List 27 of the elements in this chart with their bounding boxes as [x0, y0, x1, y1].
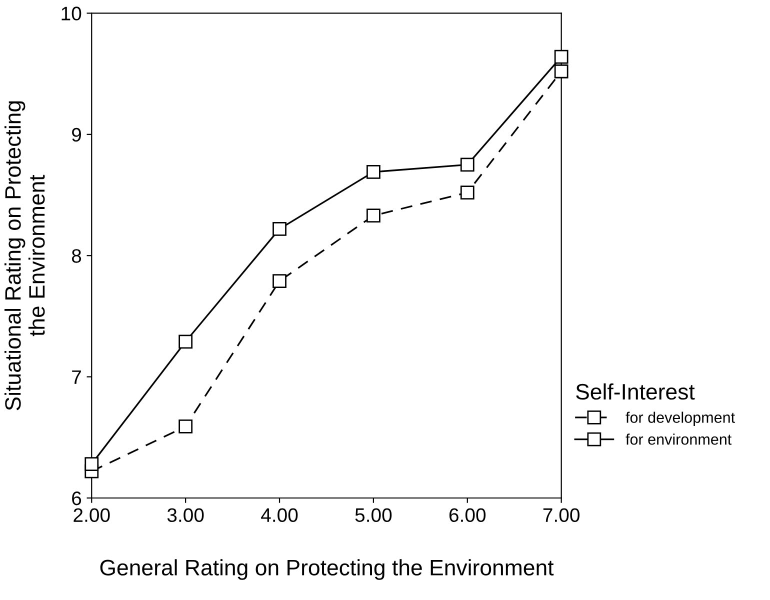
- point: [554, 64, 568, 78]
- point: [366, 208, 380, 223]
- y-tick-label: 6: [72, 491, 82, 506]
- x-tick-label: 7.00: [543, 508, 580, 522]
- point: [272, 274, 286, 288]
- y-tick-label: 7: [72, 370, 81, 384]
- point: [272, 222, 286, 236]
- y-tick-label: 10: [62, 6, 82, 20]
- legend-label: for environment: [626, 434, 732, 445]
- x-tick-label: 3.00: [167, 508, 204, 522]
- x-tick-label: 2.00: [74, 508, 110, 522]
- y-tick-label: 8: [72, 249, 82, 263]
- y-tick-label: 9: [72, 128, 81, 142]
- point: [554, 50, 568, 64]
- y-axis-title: Situational Rating on Protecting the Environment: [4, 101, 45, 410]
- x-axis-title: General Rating on Protecting the Environment: [100, 559, 554, 580]
- x-tick-label: 5.00: [355, 508, 392, 522]
- legend-title: Self-Interest: [576, 383, 695, 400]
- point: [178, 334, 193, 349]
- point: [178, 420, 193, 434]
- x-tick-label: 4.00: [261, 508, 298, 522]
- point: [460, 158, 474, 172]
- point: [460, 186, 474, 200]
- point: [84, 457, 99, 472]
- legend-label: for development: [626, 412, 735, 426]
- x-tick-label: 6.00: [449, 508, 486, 522]
- point: [366, 165, 380, 179]
